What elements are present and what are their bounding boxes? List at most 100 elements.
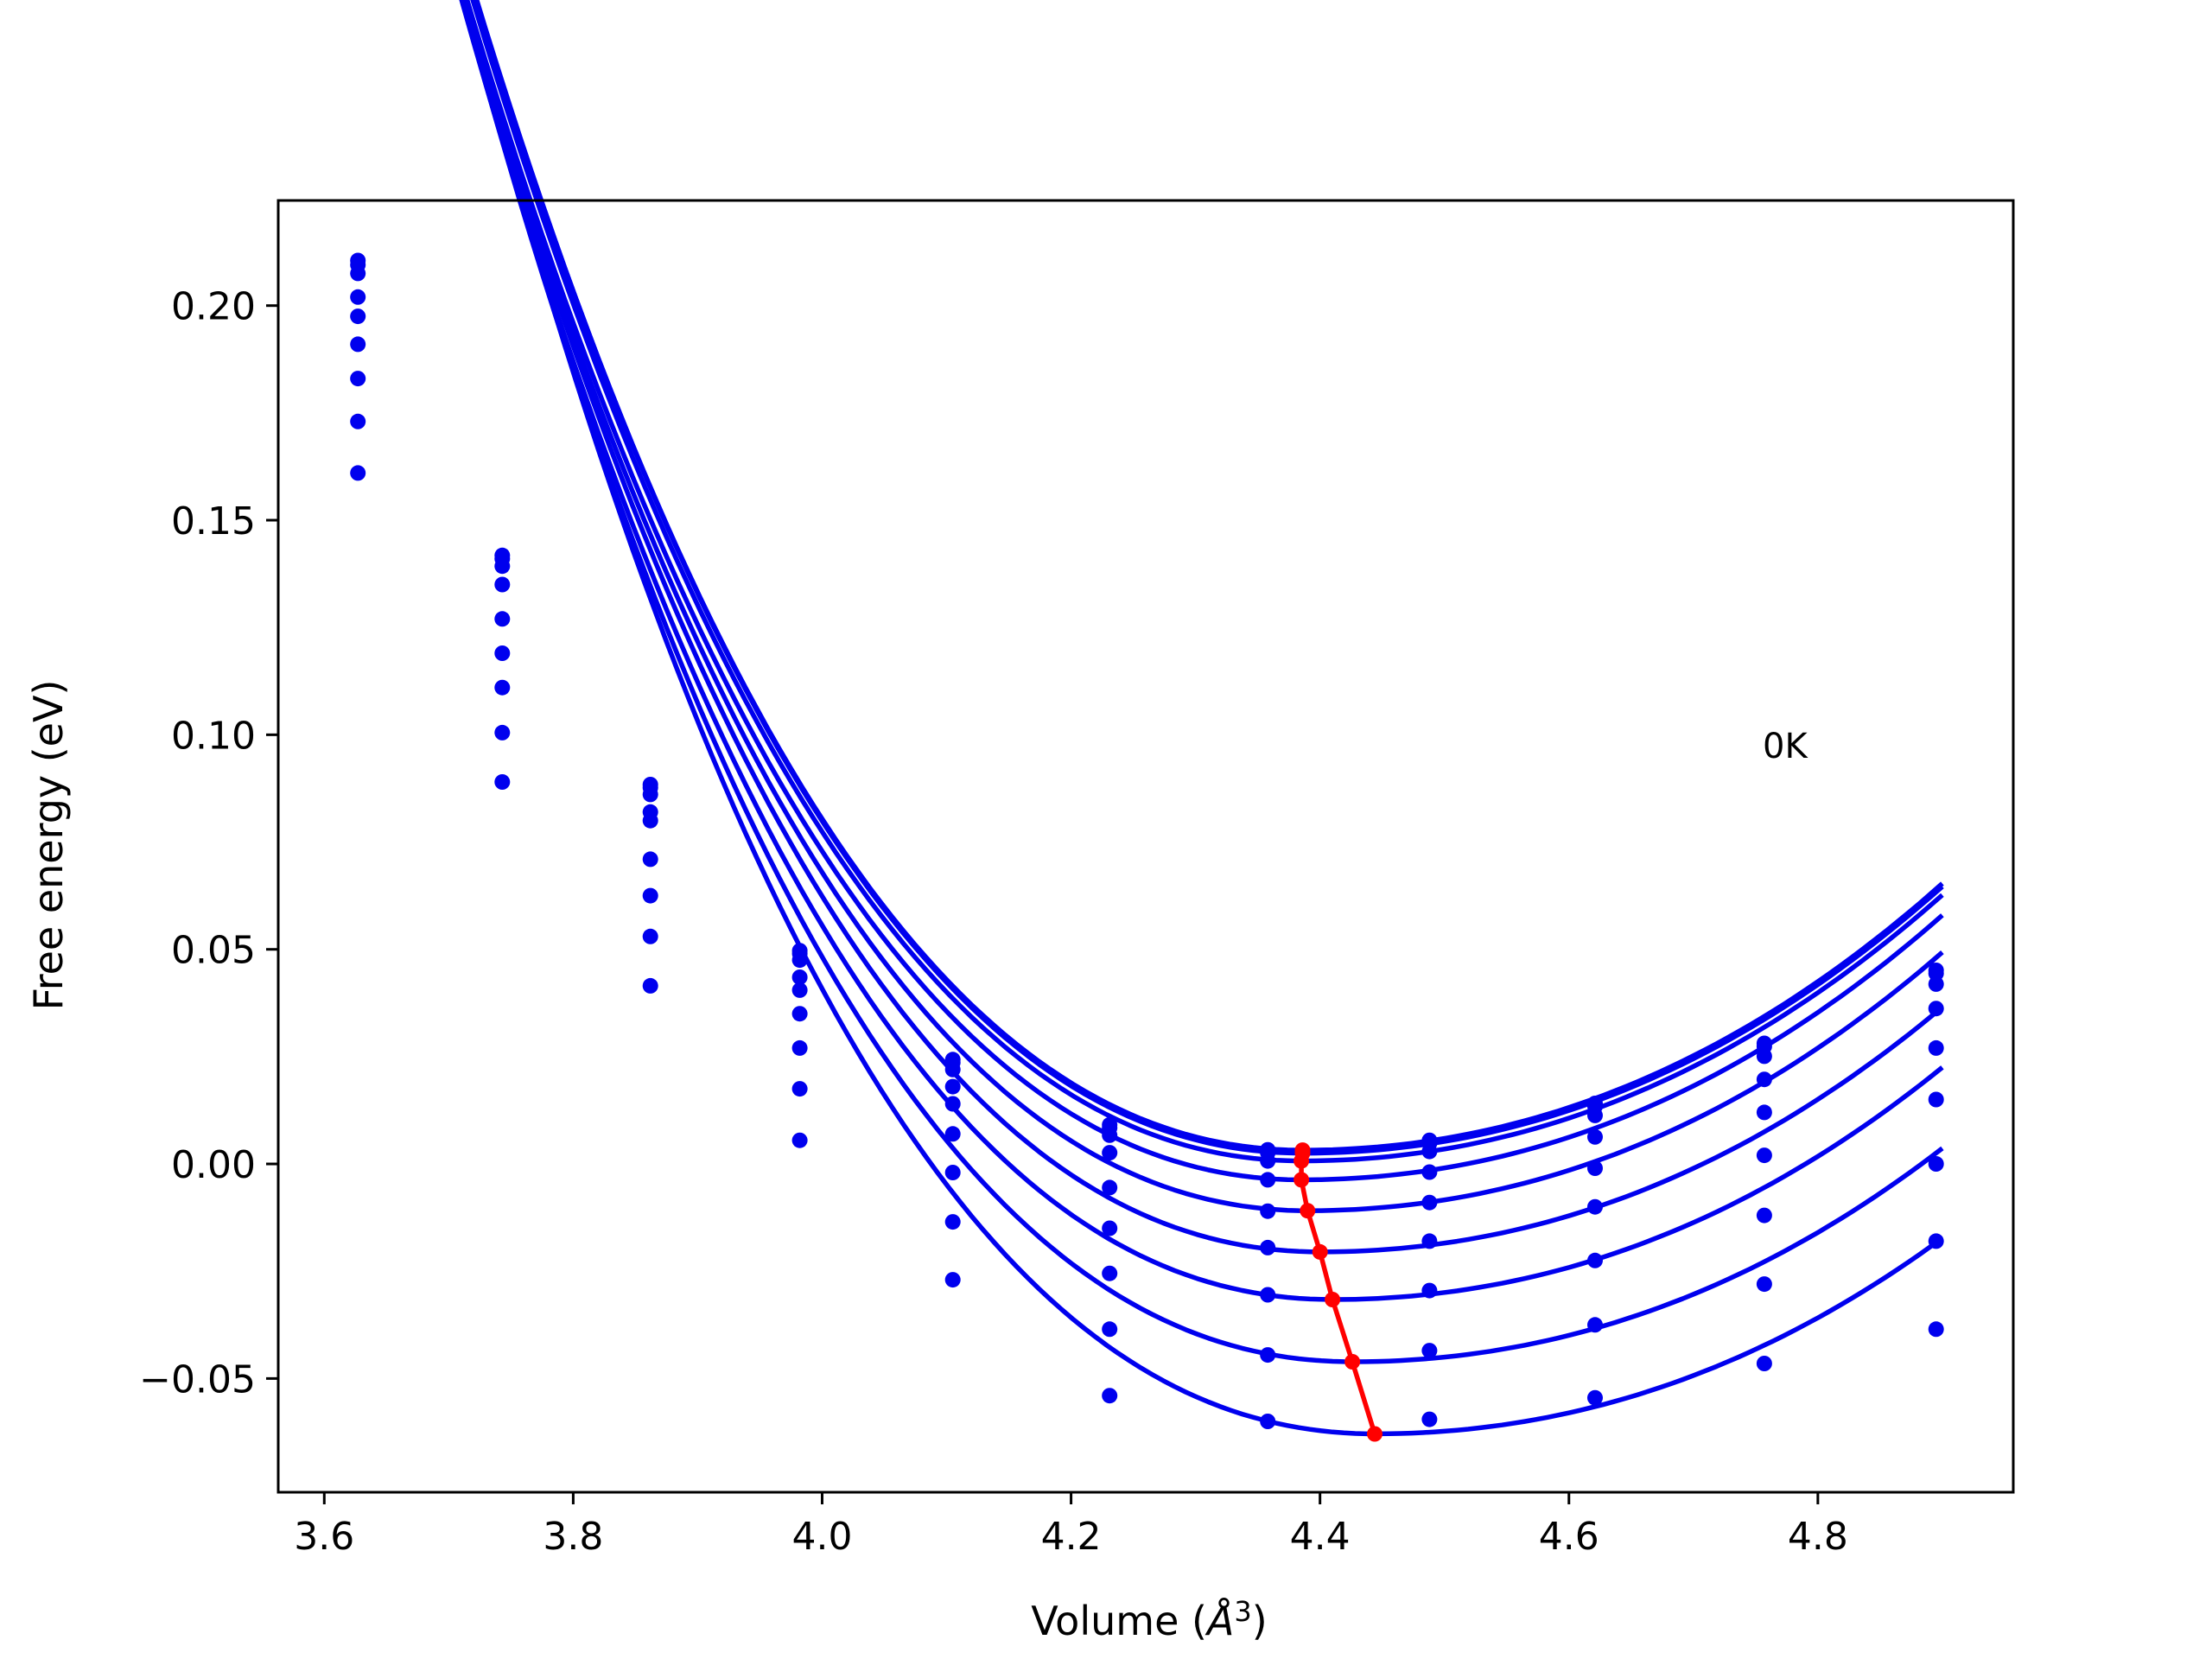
data-point [1587,1198,1603,1215]
data-point [350,336,366,353]
data-point [1260,1287,1276,1303]
plot-area [350,0,1944,1442]
data-point [1421,1343,1438,1359]
fit-curve [461,0,1944,1255]
data-point [1102,1127,1118,1143]
data-point [642,887,658,904]
x-tick-label: 4.2 [1041,1515,1102,1559]
minimum-point [1294,1172,1310,1188]
data-point [1102,1179,1118,1196]
data-point [944,1078,961,1095]
x-tick-label: 4.4 [1290,1515,1351,1559]
data-point [1928,1091,1944,1108]
data-point [944,1096,961,1112]
x-tick-label: 4.8 [1788,1515,1848,1559]
data-point [1928,1001,1944,1017]
data-point [1260,1414,1276,1429]
data-point [944,1214,961,1230]
data-point [494,679,511,696]
data-point [1421,1143,1438,1160]
data-point [350,289,366,305]
minimum-point [1312,1243,1328,1260]
data-point [1756,1048,1772,1065]
data-point [791,982,808,998]
data-point [1756,1356,1772,1371]
data-point [791,1132,808,1148]
y-tick-label: 0.20 [171,285,256,329]
data-point [791,1039,808,1056]
data-point [1587,1107,1603,1123]
data-point [1587,1389,1603,1406]
data-point [1102,1265,1118,1281]
data-point [791,952,808,969]
data-point [350,265,366,282]
data-point [791,969,808,985]
minimum-point [1300,1203,1316,1219]
y-axis: −0.05 0.00 0.05 0.10 0.15 0.20 [139,285,278,1402]
temperature-annotation: 0K [1763,727,1808,766]
data-point [1928,1321,1944,1338]
data-point [1421,1282,1438,1299]
fit-curve [459,0,1944,1302]
data-point [642,977,658,994]
data-point [494,558,511,575]
data-point [1928,976,1944,992]
data-point [1260,1239,1276,1255]
fit-curve [464,0,1944,1183]
fit-curve [460,0,1944,1364]
data-point [1260,1172,1276,1188]
data-point [1587,1252,1603,1268]
fit-curve [463,0,1944,1437]
data-point [1421,1411,1438,1427]
minimum-point [1367,1426,1382,1442]
data-point [1102,1388,1118,1404]
data-point [1587,1317,1603,1333]
data-point [1102,1145,1118,1161]
y-tick-label: −0.05 [139,1357,256,1402]
data-point [1756,1147,1772,1164]
data-point [791,1006,808,1022]
data-point [350,308,366,325]
data-point [1587,1160,1603,1176]
data-point [1928,1156,1944,1172]
x-axis-title: Volume (Å3) [1031,1595,1267,1644]
data-point [494,645,511,661]
axes-frame [276,199,2015,1494]
x-tick-label: 3.8 [543,1515,603,1559]
y-tick-label: 0.05 [171,929,256,973]
data-point [944,1126,961,1142]
data-point [1102,1220,1118,1236]
data-point [1587,1128,1603,1145]
data-point [1756,1276,1772,1293]
data-point [1421,1233,1438,1249]
data-point [1756,1071,1772,1088]
data-point [944,1272,961,1288]
fit-curve [462,0,1944,1213]
data-point [791,1081,808,1097]
x-axis: 3.6 3.8 4.0 4.2 4.4 4.6 4.8 [294,1492,1848,1559]
data-point [944,1165,961,1180]
data-point [1928,965,1944,982]
x-tick-label: 4.0 [791,1515,852,1559]
data-point [350,413,366,429]
data-point [1260,1347,1276,1363]
data-point [1260,1203,1276,1219]
fit-curve [474,0,1944,1156]
x-tick-label: 3.6 [294,1515,354,1559]
data-point [1102,1321,1118,1338]
data-point [350,465,366,481]
data-point [642,928,658,944]
y-axis-title: Free energy (eV) [25,680,72,1011]
data-point [1421,1164,1438,1180]
data-point [1928,1039,1944,1056]
data-point [642,812,658,829]
fit-curve [470,0,1944,1164]
data-point [494,576,511,593]
data-point [1756,1207,1772,1224]
data-point [350,371,366,387]
data-point [1260,1153,1276,1169]
x-tick-label: 4.6 [1539,1515,1599,1559]
minimum-point [1344,1354,1361,1370]
